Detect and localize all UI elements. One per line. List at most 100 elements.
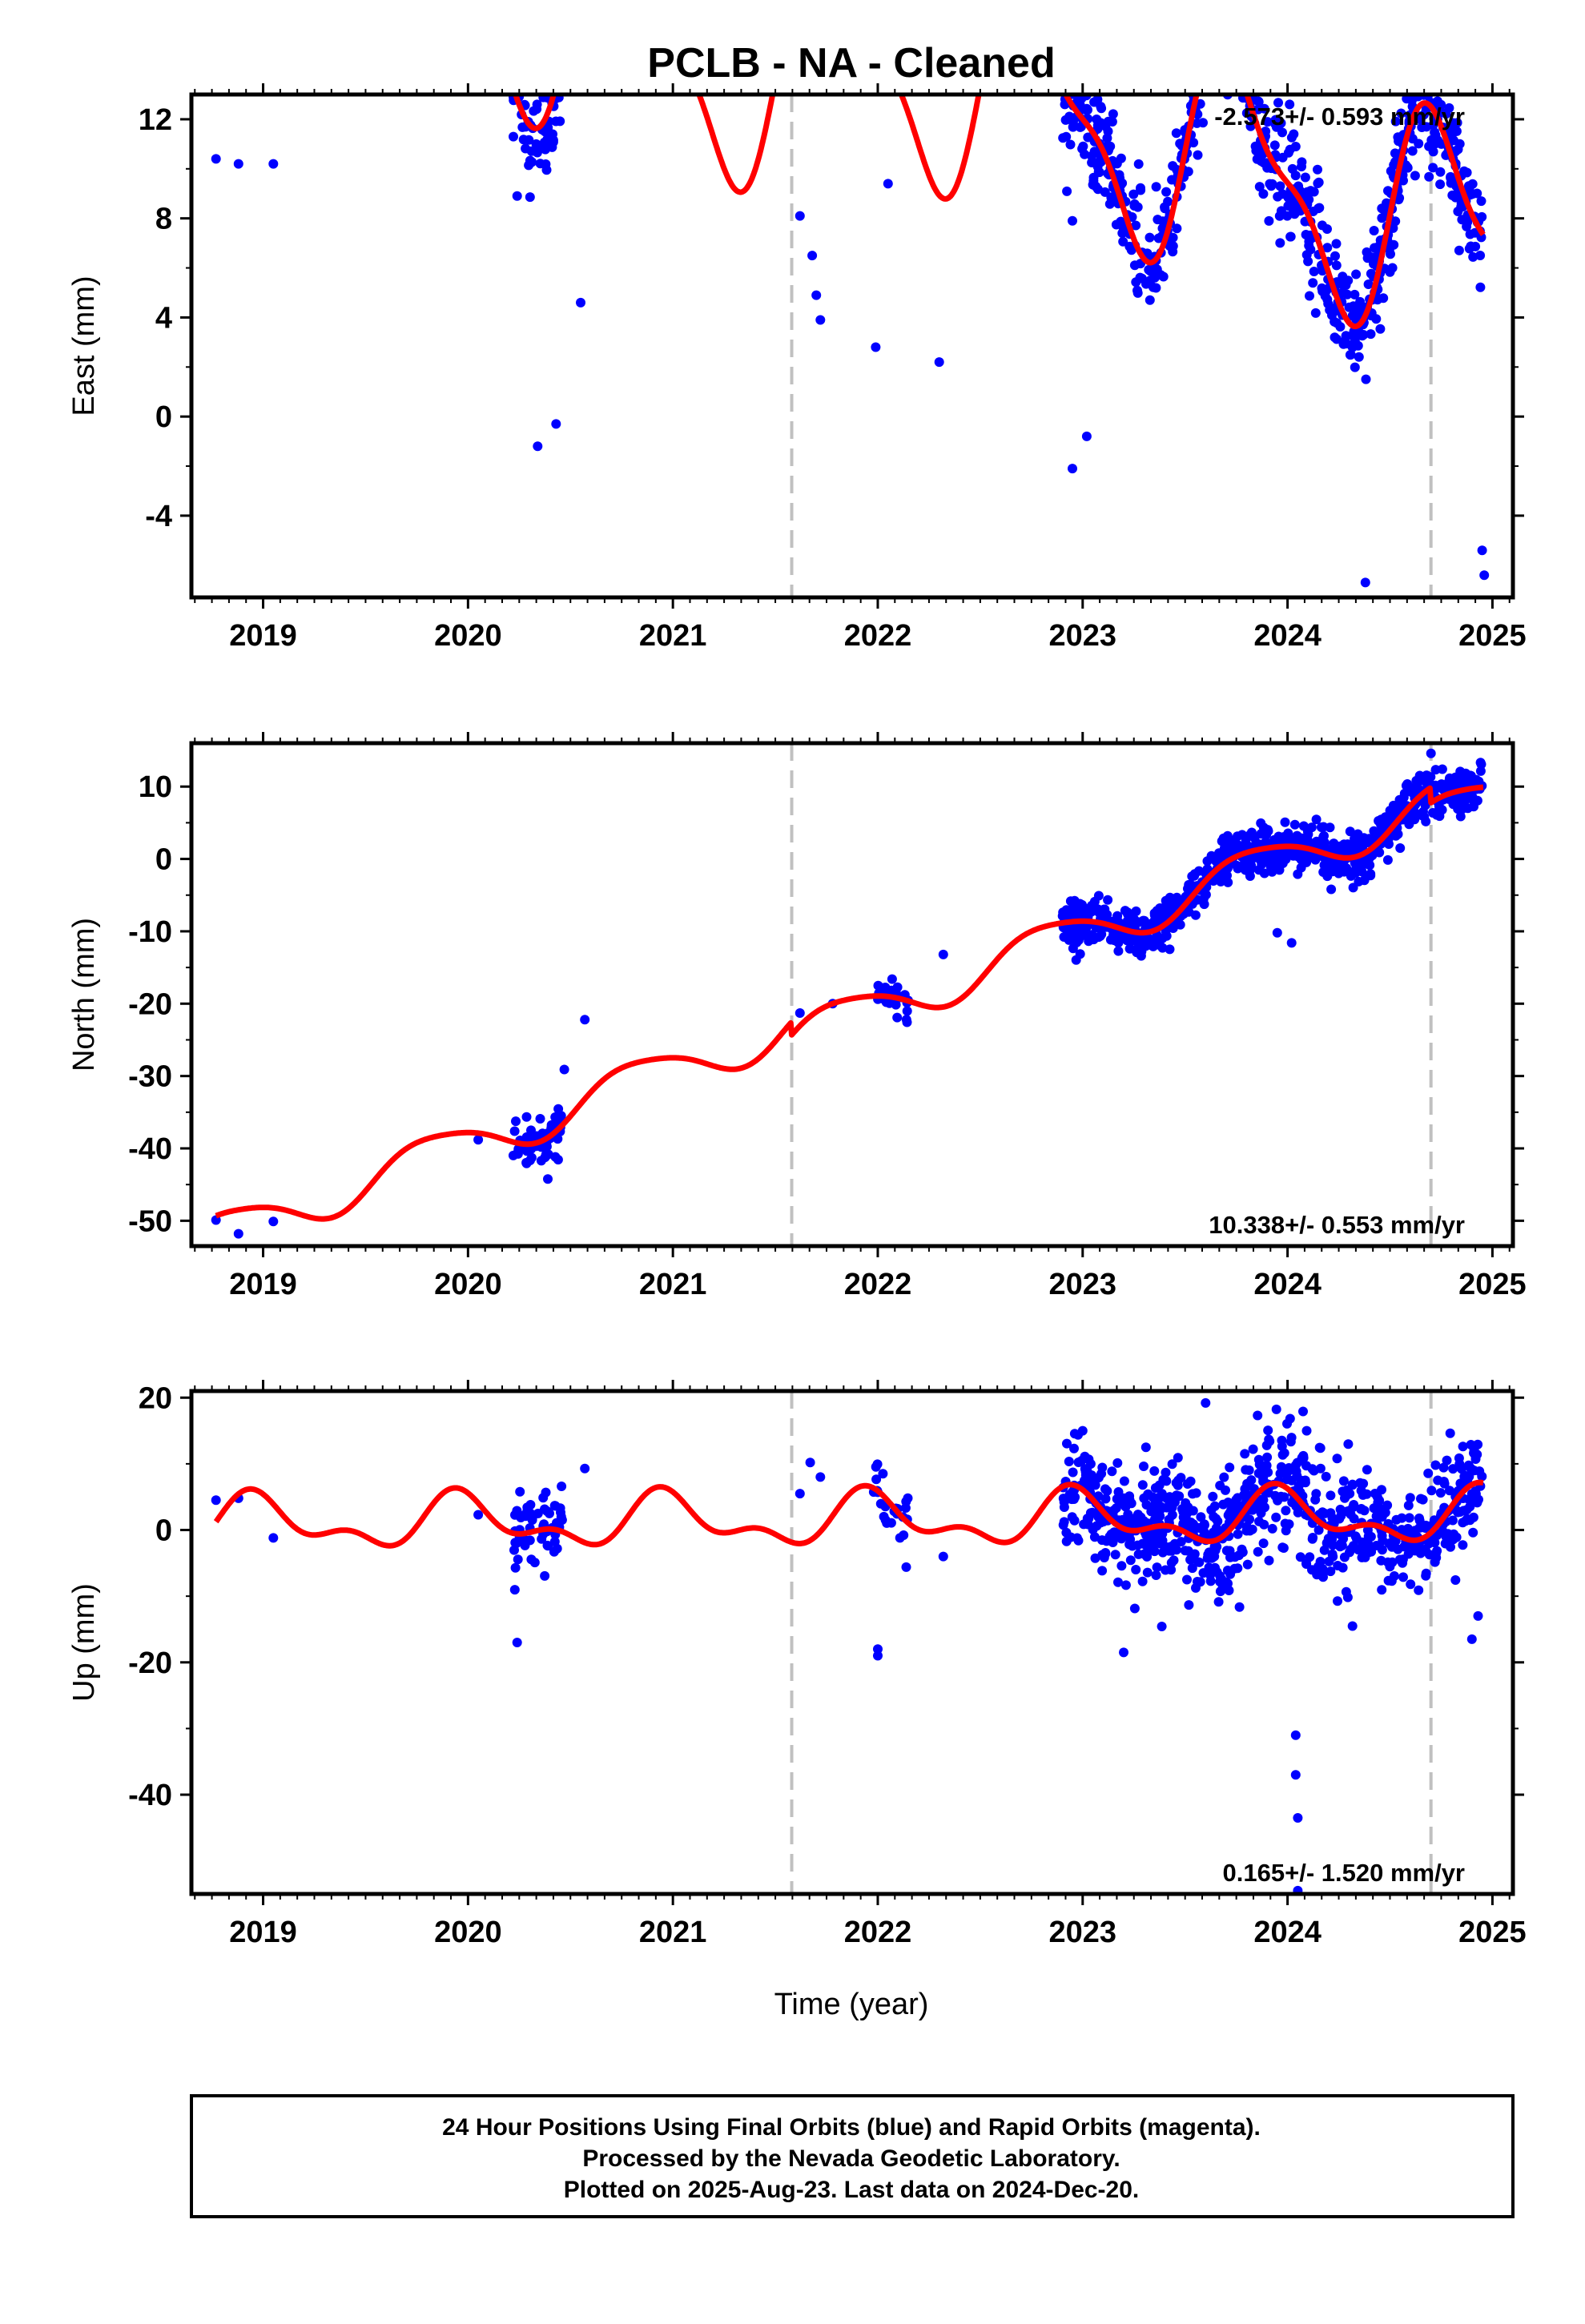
data-point <box>1110 1550 1120 1560</box>
data-point <box>1201 46 1210 56</box>
data-point <box>1450 1575 1461 1585</box>
data-point <box>1151 283 1161 293</box>
data-point <box>873 1644 883 1655</box>
data-point <box>1275 181 1285 191</box>
data-point <box>1064 935 1074 945</box>
data-point <box>522 79 532 89</box>
data-point <box>580 1015 590 1025</box>
x-tick-label: 2024 <box>1253 1916 1322 1949</box>
data-point <box>1276 206 1286 216</box>
data-point <box>1363 1539 1374 1550</box>
data-point <box>815 1472 826 1482</box>
data-point <box>1331 239 1342 249</box>
data-point <box>1407 134 1418 144</box>
data-point <box>1285 231 1296 242</box>
data-point <box>557 1515 567 1525</box>
x-tick-label: 2020 <box>434 1916 502 1949</box>
data-point <box>514 67 524 77</box>
data-point <box>1129 1603 1140 1614</box>
data-point <box>1196 74 1205 84</box>
data-point <box>1405 1493 1415 1503</box>
data-point <box>536 1156 546 1166</box>
x-tick-label: 2025 <box>1458 619 1527 653</box>
data-point <box>1240 52 1249 62</box>
data-point <box>1470 1489 1481 1499</box>
data-point <box>1059 1497 1069 1507</box>
data-point <box>1221 14 1230 23</box>
data-point <box>1197 31 1207 41</box>
data-point <box>268 1533 279 1543</box>
data-point <box>1351 858 1362 868</box>
data-point <box>1253 1454 1264 1465</box>
data-point <box>525 192 535 203</box>
data-point <box>1402 779 1413 789</box>
data-point <box>1330 866 1341 876</box>
data-point <box>521 83 530 93</box>
data-point <box>1253 1546 1263 1557</box>
data-point <box>1150 1483 1161 1493</box>
data-point <box>1342 1592 1353 1602</box>
data-point <box>1318 832 1329 842</box>
data-point <box>1126 245 1136 255</box>
data-point <box>1330 332 1340 343</box>
data-point <box>1442 1455 1452 1466</box>
data-point <box>1261 1440 1272 1450</box>
x-tick-label: 2022 <box>844 619 912 653</box>
data-point <box>1113 1577 1123 1587</box>
data-point <box>508 1150 518 1160</box>
data-point <box>509 1545 519 1555</box>
plot-area <box>211 1391 1487 1894</box>
y-tick-label: -4 <box>145 500 172 533</box>
data-point <box>1165 944 1175 955</box>
data-point <box>1455 1507 1465 1517</box>
data-point <box>1182 1574 1192 1585</box>
panel-frame <box>189 92 1515 600</box>
data-point <box>1445 1428 1455 1438</box>
data-point <box>1213 1597 1224 1607</box>
data-point <box>1193 26 1203 36</box>
data-point <box>1284 1519 1294 1530</box>
data-point <box>1296 853 1306 863</box>
data-point <box>1412 70 1422 80</box>
data-point <box>1199 1519 1209 1530</box>
data-point <box>1224 1586 1234 1595</box>
data-point <box>1423 1468 1434 1478</box>
data-point <box>1211 57 1221 66</box>
data-point <box>1301 1425 1312 1436</box>
data-point <box>1338 271 1348 282</box>
data-point <box>1171 128 1181 139</box>
data-point <box>902 1006 912 1016</box>
data-point <box>1237 14 1246 23</box>
data-point <box>1362 1465 1372 1475</box>
data-point <box>555 116 565 127</box>
data-point <box>1227 14 1237 24</box>
data-point <box>1232 70 1241 79</box>
data-point <box>1077 143 1088 154</box>
data-point <box>1451 1532 1462 1542</box>
data-point <box>892 1012 903 1023</box>
data-point <box>1084 1476 1093 1486</box>
data-point <box>1213 36 1223 46</box>
data-point <box>1311 1489 1322 1499</box>
data-point <box>1315 1443 1326 1454</box>
y-tick-label: 10 <box>139 770 172 804</box>
data-point <box>1309 267 1319 276</box>
data-point <box>1242 1559 1253 1570</box>
data-point <box>1152 1562 1162 1573</box>
data-point <box>553 45 562 54</box>
data-point <box>873 1651 883 1661</box>
data-point <box>1310 308 1321 318</box>
data-point <box>1136 183 1145 193</box>
data-point <box>1119 1647 1128 1658</box>
data-point <box>1396 108 1406 119</box>
data-point <box>1359 1506 1370 1516</box>
data-point <box>1124 1491 1135 1502</box>
data-point <box>1167 1459 1177 1470</box>
data-point <box>1120 906 1130 916</box>
data-point <box>1075 904 1085 915</box>
data-point <box>512 191 522 201</box>
data-point <box>1071 955 1081 965</box>
data-point <box>1088 1525 1098 1534</box>
data-point <box>1089 97 1100 107</box>
data-point <box>1347 1621 1358 1631</box>
